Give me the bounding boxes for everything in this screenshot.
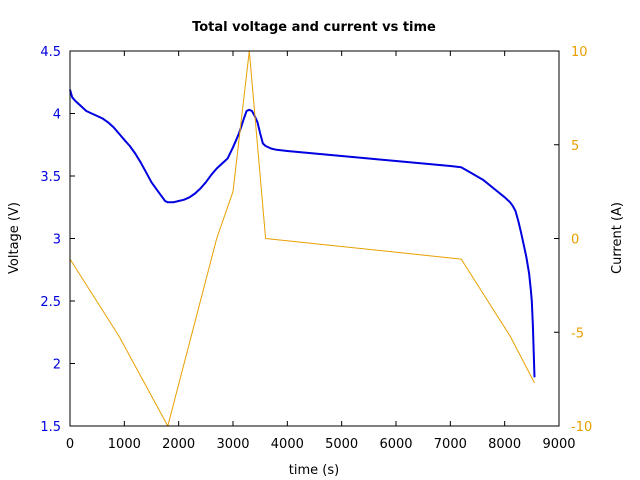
y-left-tick-label: 3 <box>53 233 61 248</box>
y-right-tick-label: -10 <box>571 420 592 435</box>
y-right-tick-label: 0 <box>571 233 579 248</box>
y-left-tick-label: 3.5 <box>40 170 61 185</box>
y-axis-label-right: Current (A) <box>610 202 625 274</box>
plot-area <box>69 50 536 427</box>
voltage-series-line <box>69 89 536 378</box>
y-left-tick-label: 2.5 <box>40 295 61 310</box>
y-right-tick-label: 10 <box>571 45 588 60</box>
x-tick-label: 2000 <box>162 437 195 452</box>
x-axis-label: time (s) <box>289 463 339 478</box>
current-series-line <box>69 50 535 427</box>
x-tick-label: 4000 <box>271 437 304 452</box>
y-left-tick-label: 1.5 <box>40 420 61 435</box>
y-left-tick-label: 4.5 <box>40 45 61 60</box>
y-left-tick-label: 4 <box>53 108 61 123</box>
y-axis-label-left: Voltage (V) <box>7 202 22 274</box>
x-tick-label: 9000 <box>542 437 575 452</box>
y-right-tick-label: -5 <box>571 326 584 341</box>
axes: 0 1000 2000 3000 4000 5000 6000 7000 8000 9000 1.5… <box>40 45 592 452</box>
x-tick-label: 0 <box>66 437 74 452</box>
plot-frame <box>69 50 560 427</box>
x-tick-label: 8000 <box>488 437 521 452</box>
chart-title: Total voltage and current vs time <box>192 20 436 35</box>
y-right-tick-label: 5 <box>571 139 579 154</box>
y-left-tick-label: 2 <box>53 358 61 373</box>
x-tick-label: 1000 <box>108 437 141 452</box>
x-tick-label: 3000 <box>216 437 249 452</box>
x-tick-label: 6000 <box>379 437 412 452</box>
x-tick-label: 7000 <box>434 437 467 452</box>
x-tick-label: 5000 <box>325 437 358 452</box>
